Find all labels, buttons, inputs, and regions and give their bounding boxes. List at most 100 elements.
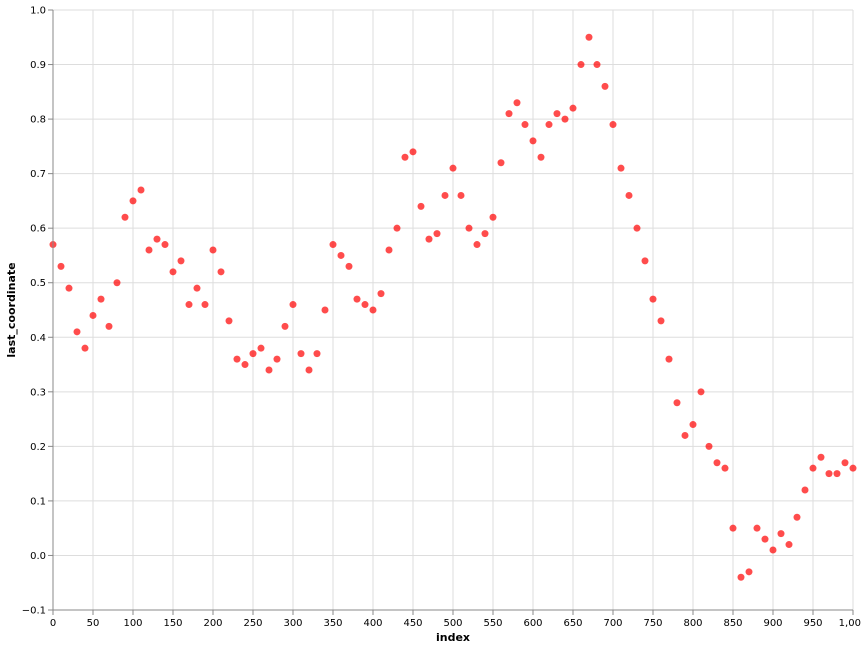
y-tick-label: 0.1 bbox=[30, 496, 46, 507]
data-point bbox=[265, 366, 273, 374]
x-tick-label: 750 bbox=[643, 618, 662, 629]
x-tick-label: 250 bbox=[243, 618, 262, 629]
data-point bbox=[193, 284, 201, 292]
y-tick-label: −0.1 bbox=[22, 606, 46, 617]
data-point bbox=[521, 121, 529, 129]
x-tick-label: 950 bbox=[803, 618, 822, 629]
data-point bbox=[225, 317, 233, 325]
data-point bbox=[97, 295, 105, 303]
data-point bbox=[81, 344, 89, 352]
data-point bbox=[201, 301, 209, 309]
data-point bbox=[121, 213, 129, 221]
x-tick-label: 1,000 bbox=[839, 618, 861, 629]
data-point bbox=[177, 257, 185, 265]
data-point bbox=[289, 301, 297, 309]
data-point bbox=[689, 421, 697, 429]
x-tick-label: 500 bbox=[443, 618, 462, 629]
x-tick-label: 800 bbox=[683, 618, 702, 629]
data-point bbox=[489, 213, 497, 221]
data-points bbox=[49, 33, 857, 581]
data-point bbox=[257, 344, 265, 352]
data-point bbox=[65, 284, 73, 292]
y-tick-label: 0.7 bbox=[30, 169, 46, 180]
data-point bbox=[745, 568, 753, 576]
data-point bbox=[537, 153, 545, 161]
data-point bbox=[577, 61, 585, 69]
data-point bbox=[393, 224, 401, 232]
data-point bbox=[505, 110, 513, 118]
data-point bbox=[697, 388, 705, 396]
data-point bbox=[457, 191, 465, 199]
data-point bbox=[137, 186, 145, 194]
data-point bbox=[273, 355, 281, 363]
data-point bbox=[609, 121, 617, 129]
x-tick-label: 600 bbox=[523, 618, 542, 629]
data-point bbox=[409, 148, 417, 156]
y-tick-label: 0.3 bbox=[30, 387, 46, 398]
data-point bbox=[377, 290, 385, 298]
x-tick-label: 0 bbox=[50, 618, 56, 629]
data-point bbox=[849, 464, 857, 472]
data-point bbox=[345, 262, 353, 270]
data-point bbox=[809, 464, 817, 472]
data-point bbox=[633, 224, 641, 232]
data-point bbox=[129, 197, 137, 205]
data-point bbox=[553, 110, 561, 118]
data-point bbox=[89, 311, 97, 319]
data-point bbox=[681, 431, 689, 439]
x-axis-title: index bbox=[436, 631, 470, 644]
data-point bbox=[473, 241, 481, 249]
data-point bbox=[329, 241, 337, 249]
data-point bbox=[833, 470, 841, 478]
data-point bbox=[561, 115, 569, 123]
data-point bbox=[113, 279, 121, 287]
data-point bbox=[569, 104, 577, 112]
data-point bbox=[817, 453, 825, 461]
data-point bbox=[625, 191, 633, 199]
data-point bbox=[793, 513, 801, 521]
x-tick-label: 700 bbox=[603, 618, 622, 629]
data-point bbox=[497, 159, 505, 167]
y-tick-label: 0.4 bbox=[30, 333, 46, 344]
data-point bbox=[513, 99, 521, 107]
data-point bbox=[353, 295, 361, 303]
data-point bbox=[417, 202, 425, 210]
data-point bbox=[313, 350, 321, 358]
data-point bbox=[305, 366, 313, 374]
data-point bbox=[433, 230, 441, 238]
data-point bbox=[209, 246, 217, 254]
data-point bbox=[449, 164, 457, 172]
data-point bbox=[153, 235, 161, 243]
data-point bbox=[249, 350, 257, 358]
x-tick-label: 300 bbox=[283, 618, 302, 629]
data-point bbox=[385, 246, 393, 254]
data-point bbox=[217, 268, 225, 276]
data-point bbox=[361, 301, 369, 309]
data-point bbox=[465, 224, 473, 232]
y-axis-title: last_coordinate bbox=[5, 262, 18, 357]
data-point bbox=[729, 524, 737, 532]
x-tick-label: 550 bbox=[483, 618, 502, 629]
data-point bbox=[825, 470, 833, 478]
x-tick-label: 350 bbox=[323, 618, 342, 629]
data-point bbox=[649, 295, 657, 303]
x-tick-label: 450 bbox=[403, 618, 422, 629]
x-tick-label: 650 bbox=[563, 618, 582, 629]
data-point bbox=[673, 399, 681, 407]
data-point bbox=[641, 257, 649, 265]
x-tick-label: 100 bbox=[123, 618, 142, 629]
data-point bbox=[233, 355, 241, 363]
data-point bbox=[321, 306, 329, 314]
data-point bbox=[281, 322, 289, 330]
data-point bbox=[241, 361, 249, 369]
data-point bbox=[425, 235, 433, 243]
x-tick-label: 200 bbox=[203, 618, 222, 629]
data-point bbox=[545, 121, 553, 129]
data-point bbox=[369, 306, 377, 314]
x-tick-label: 850 bbox=[723, 618, 742, 629]
data-point bbox=[761, 535, 769, 543]
data-point bbox=[529, 137, 537, 145]
y-tick-label: 0.8 bbox=[30, 115, 46, 126]
data-point bbox=[785, 541, 793, 549]
